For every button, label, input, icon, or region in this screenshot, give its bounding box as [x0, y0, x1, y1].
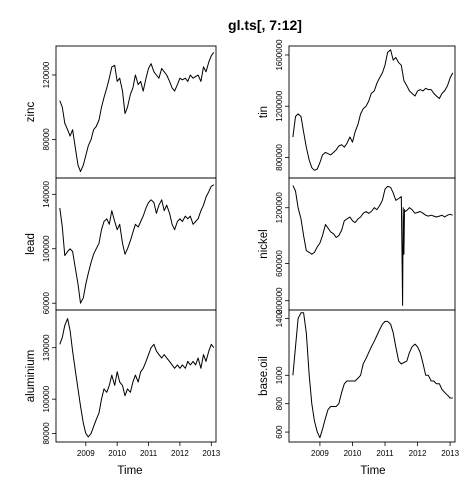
y-tick-label: 80000: [42, 422, 51, 445]
x-tick-label: 2010: [344, 449, 362, 458]
y-tick-label: 800: [275, 396, 284, 410]
x-axis-label-left: Time: [117, 465, 142, 477]
y-tick-label: 130000: [42, 334, 51, 361]
x-tick-label: 2009: [77, 449, 95, 458]
panel-label-lead: lead: [25, 233, 37, 255]
series-line-zinc: [59, 52, 215, 173]
panel-label-base-oil: base.oil: [258, 356, 270, 396]
y-tick-label: 800000: [275, 144, 284, 171]
panel-lead: 60000 100000 140000 lead: [25, 177, 217, 315]
y-tick-label: 120000: [42, 61, 51, 88]
y-tick-label: 1200000: [275, 192, 284, 224]
panel-frame: [55, 309, 217, 443]
chart-title: gl.ts[, 7:12]: [228, 17, 302, 33]
x-tick-label: 2009: [311, 449, 329, 458]
panels: 80000 120000 zinc 60000 100000 140000 lead 8000…: [25, 39, 460, 458]
panel-aluminium: 80000 100000 130000 aluminium 2009 2010 2011 20…: [25, 309, 221, 458]
panel-nickel: 200000 600000 1200000 nickel: [258, 177, 456, 314]
y-tick-label: 1400: [275, 309, 284, 327]
series-line-aluminium: [59, 318, 215, 438]
panel-label-zinc: zinc: [25, 102, 37, 123]
y-tick-label: 140000: [42, 180, 51, 207]
panel-frame: [288, 309, 456, 443]
series-line-base-oil: [292, 312, 453, 439]
x-tick-label: 2013: [441, 449, 459, 458]
panel-tin: 800000 1200000 1600000 tin: [258, 39, 456, 179]
y-tick-label: 100000: [42, 235, 51, 262]
panel-base-oil: 600 800 1000 1400 base.oil 2009 2010 2011 2012 20…: [258, 309, 460, 458]
x-axis-label-right: Time: [360, 465, 385, 477]
series-line-lead: [59, 184, 215, 304]
panel-zinc: 80000 120000 zinc: [25, 45, 217, 179]
panel-frame: [55, 177, 217, 311]
panel-label-aluminium: aluminium: [25, 350, 37, 402]
x-tick-label: 2011: [376, 449, 394, 458]
series-line-nickel: [292, 185, 453, 306]
x-tick-label: 2010: [108, 449, 126, 458]
x-tick-label: 2012: [171, 449, 189, 458]
y-tick-label: 1200000: [275, 90, 284, 122]
panel-frame: [288, 45, 456, 179]
y-tick-label: 600000: [275, 250, 284, 277]
series-line-tin: [292, 49, 454, 171]
panel-frame: [288, 177, 456, 311]
x-tick-label: 2011: [140, 449, 158, 458]
y-tick-label: 600: [275, 425, 284, 439]
x-tick-label: 2013: [202, 449, 220, 458]
panel-label-nickel: nickel: [258, 229, 270, 258]
panel-label-tin: tin: [258, 106, 270, 118]
y-tick-label: 100000: [42, 385, 51, 412]
x-tick-label: 2012: [409, 449, 427, 458]
y-tick-label: 1000: [275, 366, 284, 384]
y-tick-label: 1600000: [275, 39, 284, 71]
y-tick-label: 200000: [275, 287, 284, 314]
y-tick-label: 80000: [42, 128, 51, 151]
y-tick-label: 60000: [42, 292, 51, 315]
panel-frame: [55, 45, 217, 179]
